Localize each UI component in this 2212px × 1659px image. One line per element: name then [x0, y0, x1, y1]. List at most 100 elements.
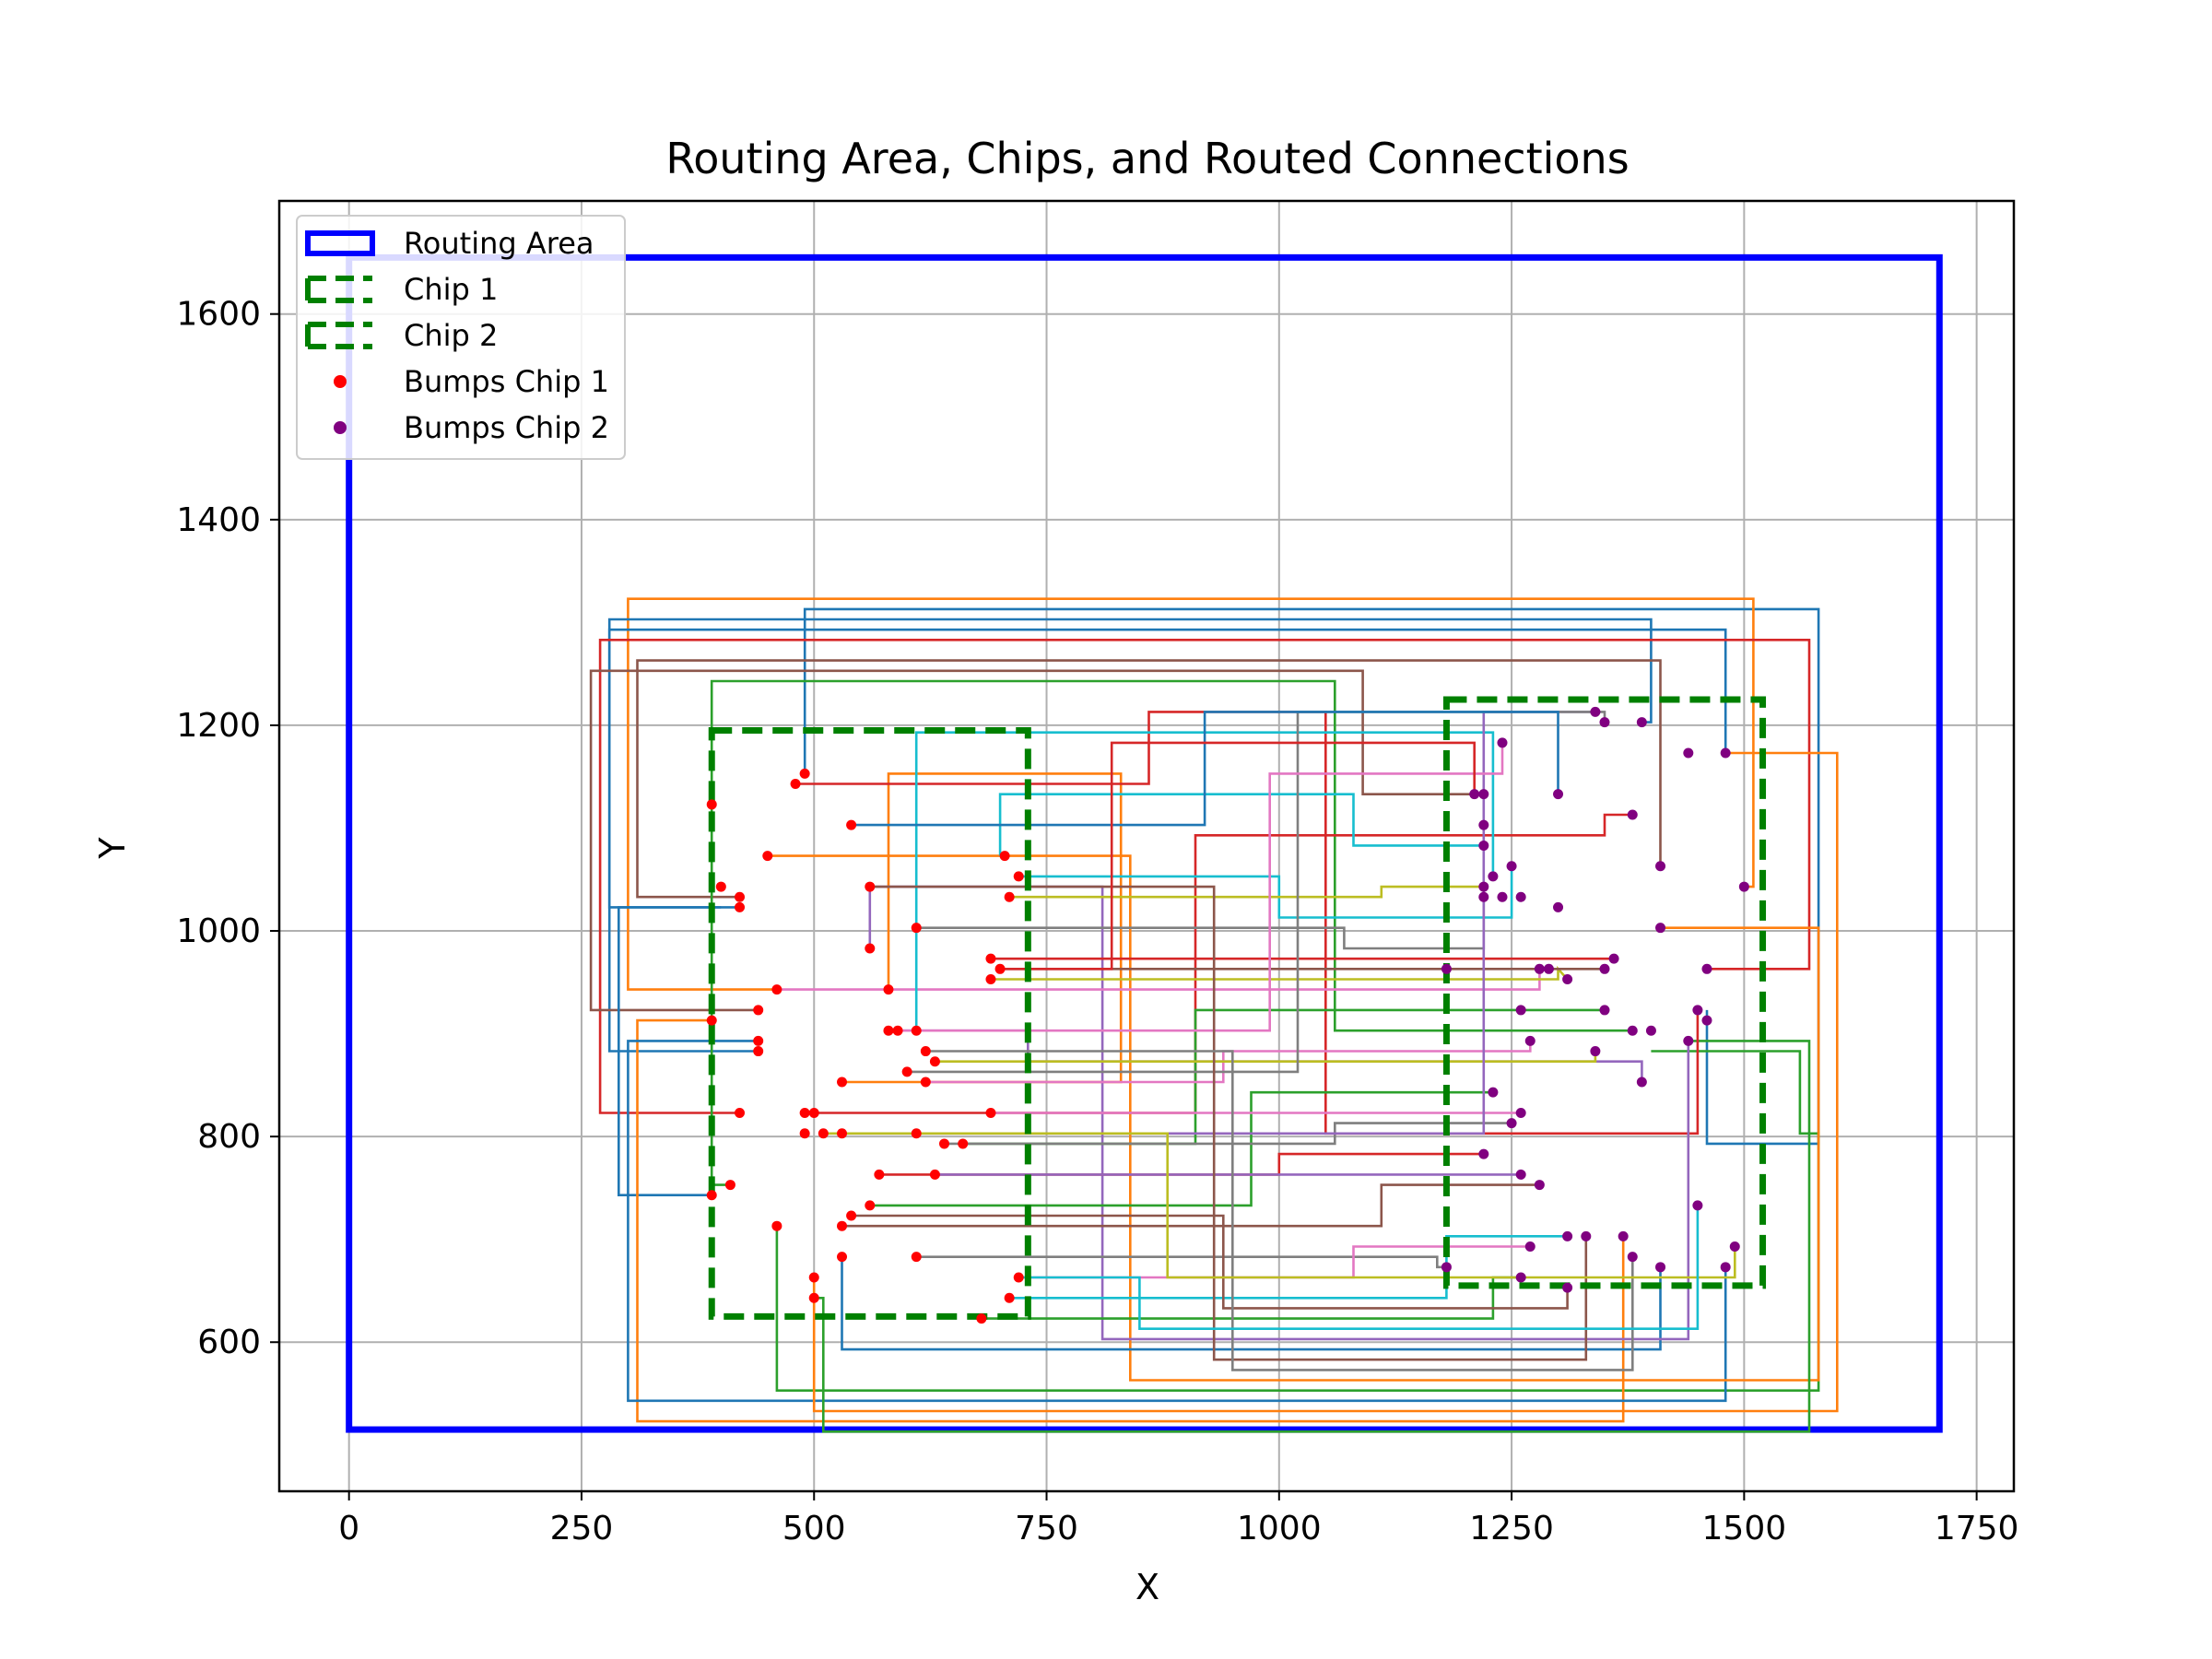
bump-chip1-point	[865, 881, 876, 892]
legend-swatch-bump	[334, 375, 347, 388]
bump-chip1-point	[753, 1035, 764, 1046]
bump-chip1-point	[753, 1046, 764, 1057]
chart-title: Routing Area, Chips, and Routed Connecti…	[665, 134, 1629, 183]
bump-chip2-point	[1701, 1015, 1712, 1026]
bump-chip1-point	[762, 851, 773, 862]
routed-connection	[607, 628, 1727, 1053]
bump-chip2-point	[1478, 789, 1489, 800]
x-tick-label: 1750	[1935, 1510, 2019, 1547]
routed-connection	[823, 1132, 1736, 1279]
bump-chip2-point	[1562, 1282, 1573, 1293]
bump-chip1-point	[911, 923, 922, 934]
bump-chip2-point	[1683, 747, 1694, 759]
bump-chip2-point	[1515, 1005, 1526, 1016]
bump-chip2-point	[1497, 891, 1508, 902]
axis-ticks: 0 250 500 750 1000 1250 1500 1750 600 800 1000 1200…	[176, 296, 2018, 1547]
bump-chip1-point	[808, 1107, 819, 1118]
bump-chip1-point	[892, 1025, 903, 1036]
bump-chip1-point	[901, 1066, 912, 1077]
bump-chip2-point	[1738, 881, 1749, 892]
bump-chip2-point	[1543, 963, 1554, 974]
routed-connection	[776, 969, 1541, 991]
grid	[279, 201, 2014, 1491]
x-tick-label: 750	[1015, 1510, 1078, 1547]
x-tick-label: 1500	[1702, 1510, 1787, 1547]
bump-chip1-point	[735, 1107, 746, 1118]
x-tick-label: 250	[550, 1510, 614, 1547]
bump-chip2-point	[1599, 963, 1610, 974]
bump-chip2-point	[1636, 1077, 1647, 1088]
bump-chip1-point	[715, 881, 726, 892]
bump-chip2-point	[1515, 1107, 1526, 1118]
bump-chip1-point	[837, 1128, 848, 1139]
bump-chip2-point	[1553, 901, 1564, 912]
bump-chip1-point	[771, 984, 782, 995]
bump-chip1-point	[1013, 871, 1024, 882]
routed-connection	[767, 854, 1820, 1382]
routed-connection	[869, 885, 1588, 1361]
bump-chip2-point	[1506, 1118, 1517, 1129]
bump-chip1-point	[958, 1138, 969, 1149]
bump-chip1-point	[799, 768, 810, 779]
y-tick-label: 600	[197, 1324, 261, 1361]
bump-chip2-point	[1524, 1241, 1535, 1253]
bump-chip1-point	[985, 973, 996, 984]
bump-chip1-point	[911, 1025, 922, 1036]
bump-chip2-point	[1506, 861, 1517, 872]
bump-chip2-point	[1655, 1262, 1666, 1273]
x-axis-label: X	[1135, 1567, 1159, 1607]
legend-box	[296, 215, 626, 460]
bump-chip1-point	[818, 1128, 829, 1139]
routed-connection	[841, 1256, 1662, 1351]
bump-chip1-point	[874, 1169, 885, 1180]
bump-chip2-point	[1655, 861, 1666, 872]
bump-chip1-point	[837, 1077, 848, 1088]
routed-connection	[1009, 885, 1484, 899]
bump-chip2-point	[1627, 1025, 1638, 1036]
bump-chip1-point	[771, 1220, 782, 1231]
bump-chip1-point	[837, 1252, 848, 1263]
legend-swatch-routing-area	[305, 230, 375, 256]
bump-chip1-point	[920, 1077, 931, 1088]
routed-connection	[841, 1183, 1540, 1228]
bump-chip1-point	[911, 1128, 922, 1139]
bump-chip2-point	[1534, 1180, 1545, 1191]
bump-chip1-point	[790, 779, 801, 790]
bump-chip2-point	[1608, 953, 1619, 964]
routed-connection	[998, 793, 1484, 856]
bump-chip2-point	[1478, 1148, 1489, 1159]
bump-chip2-point	[1497, 737, 1508, 748]
routed-connection	[851, 711, 1559, 827]
routed-connection	[991, 965, 1569, 981]
bump-chip2-point	[1478, 891, 1489, 902]
bump-chip1-point	[985, 1107, 996, 1118]
bump-chip2-point	[1515, 1272, 1526, 1283]
routed-connection	[598, 638, 1811, 1114]
legend-label: Chip 1	[404, 272, 498, 307]
bump-chip2-point	[1701, 963, 1712, 974]
bump-chip1-point	[837, 1220, 848, 1231]
bump-chip2-point	[1627, 809, 1638, 820]
routed-connection	[617, 906, 722, 1196]
x-tick-label: 0	[338, 1510, 359, 1547]
bump-chip2-point	[1645, 1025, 1656, 1036]
bump-chip1-point	[929, 1056, 940, 1067]
routed-connection	[925, 1050, 1634, 1371]
bump-chip2-point	[1692, 1200, 1703, 1211]
bump-chip1-point	[706, 1015, 717, 1026]
bump-chip1-point	[883, 1025, 894, 1036]
routed-connection	[869, 1090, 1493, 1207]
y-axis-label: Y	[92, 837, 133, 860]
bump-chip1-point	[865, 943, 876, 954]
bump-chip2-point	[1599, 717, 1610, 728]
routed-connection	[814, 1040, 1811, 1433]
y-tick-label: 1000	[176, 912, 261, 950]
bump-chip1-point	[753, 1005, 764, 1016]
y-tick-label: 1600	[176, 296, 261, 334]
bump-chip1-point	[846, 1210, 857, 1221]
bump-chip1-point	[706, 1190, 717, 1201]
bump-chip1-point	[846, 819, 857, 830]
routed-connection	[636, 1018, 1625, 1423]
legend-label: Bumps Chip 1	[404, 364, 609, 399]
routed-connection	[627, 597, 1755, 991]
